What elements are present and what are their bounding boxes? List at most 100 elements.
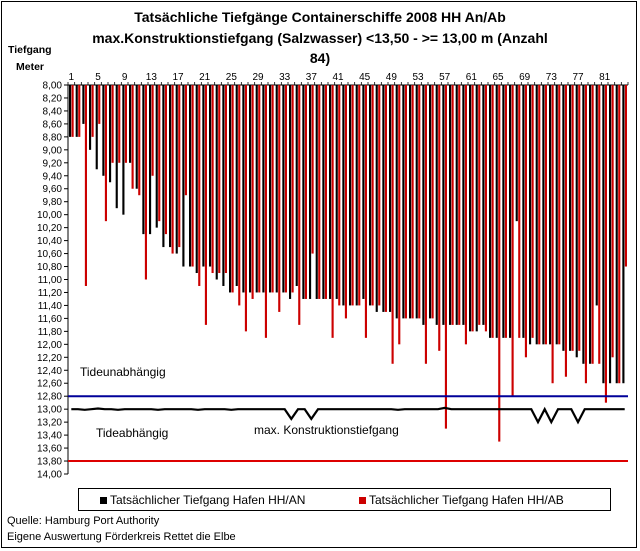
bar-hh-an xyxy=(449,85,452,325)
bar-hh-an xyxy=(329,85,332,299)
y-tick-label: 13,40 xyxy=(37,431,62,442)
x-tick-label: 41 xyxy=(332,72,344,83)
bar-hh-an xyxy=(349,85,352,306)
bar-hh-ab xyxy=(411,85,414,319)
x-tick-label: 1 xyxy=(69,72,75,83)
bar-hh-an xyxy=(135,85,138,189)
bar-hh-an xyxy=(215,85,218,280)
bar-hh-ab xyxy=(471,85,474,332)
bar-hh-ab xyxy=(478,85,481,325)
y-tick-label: 11,40 xyxy=(38,301,63,312)
y-tick-label: 9,00 xyxy=(43,145,63,156)
bar-hh-an xyxy=(189,85,192,267)
bar-hh-an xyxy=(475,85,478,332)
bar-hh-an xyxy=(522,85,525,338)
bar-hh-an xyxy=(202,85,205,267)
bar-hh-ab xyxy=(464,85,467,345)
bar-hh-ab xyxy=(304,85,307,299)
bar-hh-ab xyxy=(118,85,121,163)
bar-hh-ab xyxy=(391,85,394,364)
bar-hh-an xyxy=(249,85,252,293)
bar-hh-ab xyxy=(164,85,167,235)
legend-label-an: Tatsächlicher Tiefgang Hafen HH/AN xyxy=(110,493,306,507)
bar-hh-ab xyxy=(571,85,574,351)
bar-hh-ab xyxy=(438,85,441,351)
bar-hh-an xyxy=(555,85,558,345)
x-tick-label: 33 xyxy=(279,72,291,83)
bar-hh-ab xyxy=(84,85,87,286)
bar-hh-an xyxy=(375,85,378,312)
y-tick-label: 8,60 xyxy=(43,119,63,130)
y-tick-label: 13,00 xyxy=(37,405,62,416)
bar-hh-an xyxy=(362,85,365,299)
bar-hh-an xyxy=(335,85,338,299)
bar-hh-ab xyxy=(91,85,94,137)
bar-hh-ab xyxy=(251,85,254,299)
bar-hh-an xyxy=(615,85,618,384)
bar-hh-an xyxy=(529,85,532,345)
bar-hh-an xyxy=(575,85,578,358)
bar-hh-an xyxy=(409,85,412,319)
chart-title-line-3: 84) xyxy=(309,50,331,66)
bar-hh-ab xyxy=(504,85,507,338)
bar-hh-an xyxy=(442,85,445,325)
bar-hh-ab xyxy=(284,85,287,293)
x-tick-label: 9 xyxy=(122,72,128,83)
bar-hh-ab xyxy=(398,85,401,345)
bar-hh-an xyxy=(175,85,178,254)
bar-hh-ab xyxy=(144,85,147,280)
bar-hh-an xyxy=(589,85,592,364)
bar-hh-ab xyxy=(378,85,381,306)
bar-hh-ab xyxy=(78,85,81,137)
bar-hh-an xyxy=(402,85,405,319)
bar-hh-an xyxy=(582,85,585,364)
bar-hh-ab xyxy=(324,85,327,299)
bar-hh-ab xyxy=(418,85,421,319)
x-tick-label: 25 xyxy=(226,72,238,83)
y-tick-label: 10,60 xyxy=(37,249,62,260)
y-tick-label: 13,60 xyxy=(37,444,62,455)
y-tick-label: 9,80 xyxy=(43,197,63,208)
bar-hh-ab xyxy=(311,85,314,254)
bar-hh-ab xyxy=(224,85,227,274)
bar-hh-an xyxy=(282,85,285,293)
bar-hh-ab xyxy=(451,85,454,325)
legend-swatch-an xyxy=(100,497,107,504)
bar-hh-ab xyxy=(611,85,614,358)
bar-hh-ab xyxy=(204,85,207,325)
bar-hh-ab xyxy=(358,85,361,306)
y-tick-label: 8,40 xyxy=(43,106,63,117)
bar-hh-an xyxy=(315,85,318,299)
bar-hh-an xyxy=(302,85,305,299)
x-tick-label: 77 xyxy=(572,72,584,83)
y-tick-label: 8,80 xyxy=(43,132,63,143)
x-tick-label: 53 xyxy=(412,72,424,83)
y-tick-label: 8,20 xyxy=(43,93,63,104)
bar-hh-ab xyxy=(544,85,547,345)
bar-hh-ab xyxy=(624,85,627,267)
bar-hh-an xyxy=(295,85,298,286)
bar-hh-an xyxy=(242,85,245,293)
label-tideabhaengig: Tideabhängig xyxy=(96,426,168,440)
bar-hh-an xyxy=(489,85,492,338)
bar-hh-ab xyxy=(338,85,341,306)
chart-legend: Tatsächlicher Tiefgang Hafen HH/AN Tatsä… xyxy=(78,488,611,511)
bar-hh-ab xyxy=(431,85,434,319)
bar-hh-an xyxy=(275,85,278,293)
x-tick-label: 81 xyxy=(599,72,611,83)
bar-hh-an xyxy=(109,85,112,183)
bar-hh-an xyxy=(235,85,238,286)
bar-hh-an xyxy=(462,85,465,325)
bar-hh-an xyxy=(502,85,505,338)
legend-label-ab: Tatsächlicher Tiefgang Hafen HH/AB xyxy=(369,493,564,507)
bar-hh-ab xyxy=(584,85,587,384)
bar-hh-ab xyxy=(258,85,261,293)
bar-hh-an xyxy=(195,85,198,274)
bar-hh-an xyxy=(415,85,418,319)
y-tick-label: 13,20 xyxy=(37,418,62,429)
bar-hh-ab xyxy=(444,85,447,429)
x-tick-label: 21 xyxy=(199,72,211,83)
bar-hh-ab xyxy=(384,85,387,312)
x-tick-label: 73 xyxy=(546,72,558,83)
bar-hh-ab xyxy=(551,85,554,384)
